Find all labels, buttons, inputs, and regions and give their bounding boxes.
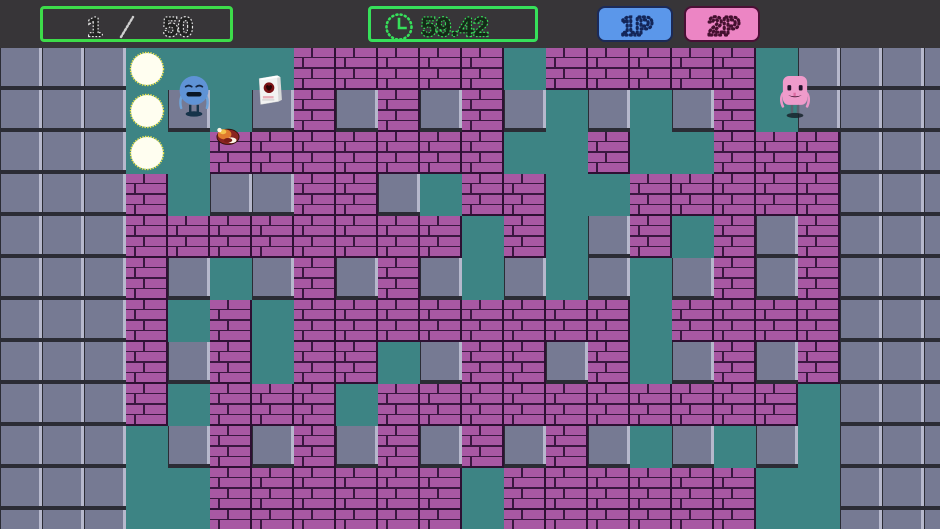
svg-text:1: 1 (87, 12, 102, 42)
svg-text:50: 50 (163, 12, 193, 42)
svg-text:1P: 1P (621, 11, 653, 41)
svg-text:2P: 2P (708, 11, 740, 41)
svg-text:59.42: 59.42 (421, 12, 489, 42)
